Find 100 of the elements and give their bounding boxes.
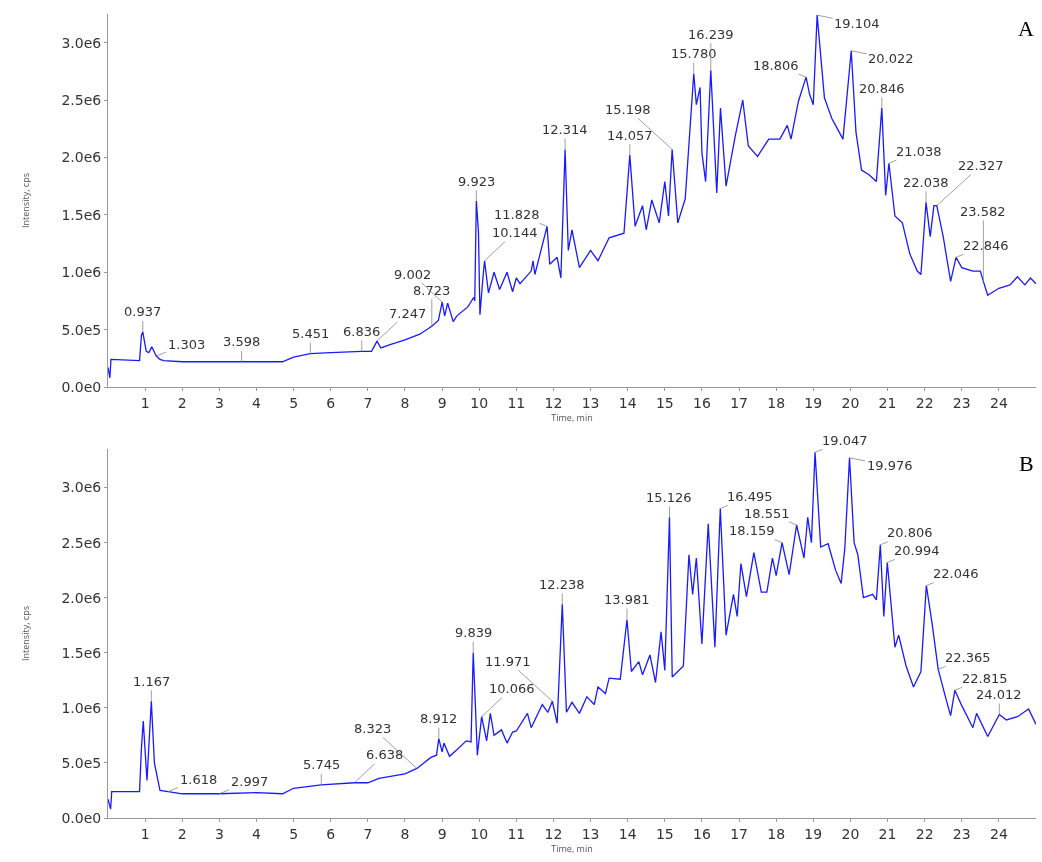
annotation: 8.723 bbox=[413, 283, 451, 298]
annotation: 12.238 bbox=[539, 577, 585, 592]
x-tick-label: 13 bbox=[581, 825, 600, 842]
y-tick-label: 2.0e6 bbox=[61, 589, 102, 606]
x-tick-label: 1 bbox=[140, 825, 150, 842]
x-tick-label: 5 bbox=[289, 825, 299, 842]
y-tick-label: 1.0e6 bbox=[61, 699, 102, 716]
annotation: 22.365 bbox=[945, 650, 991, 665]
x-tick-label: 21 bbox=[878, 825, 897, 842]
x-tick-label: 10 bbox=[470, 394, 489, 411]
annotation: 11.828 bbox=[494, 207, 540, 222]
y-tick-label: 1.5e6 bbox=[61, 644, 102, 661]
x-tick-label: 23 bbox=[952, 825, 971, 842]
y-tick-label: 1.5e6 bbox=[61, 206, 102, 223]
x-tick-label: 11 bbox=[507, 825, 526, 842]
annotation: 9.839 bbox=[455, 625, 493, 640]
annotation: 10.066 bbox=[489, 681, 535, 696]
x-axis-title: Time, min bbox=[551, 410, 593, 424]
x-tick-label: 7 bbox=[363, 394, 373, 411]
y-tick-label: 1.0e6 bbox=[61, 264, 102, 281]
annotation: 22.815 bbox=[962, 671, 1008, 686]
annotation: 15.198 bbox=[605, 102, 651, 117]
y-tick-label: 2.5e6 bbox=[61, 91, 102, 108]
annotation: 5.745 bbox=[303, 757, 341, 772]
annotation: 18.159 bbox=[729, 523, 775, 538]
x-tick-label: 14 bbox=[618, 825, 637, 842]
x-tick-label: 22 bbox=[915, 394, 934, 411]
x-tick-label: 2 bbox=[177, 825, 187, 842]
annotation: 23.582 bbox=[960, 204, 1006, 219]
annotation: 16.239 bbox=[688, 27, 734, 42]
annotation: 19.104 bbox=[834, 16, 880, 31]
y-tick-label: 5.0e5 bbox=[61, 754, 102, 771]
annotation: 1.303 bbox=[168, 337, 206, 352]
x-tick-label: 23 bbox=[952, 394, 971, 411]
x-tick-label: 19 bbox=[804, 825, 823, 842]
x-tick-label: 20 bbox=[841, 825, 860, 842]
annotation: 0.937 bbox=[124, 304, 162, 319]
x-tick-label: 1 bbox=[140, 394, 150, 411]
x-tick-label: 18 bbox=[767, 394, 786, 411]
annotation: 2.997 bbox=[231, 774, 269, 789]
y-tick-label: 0.0e0 bbox=[61, 378, 102, 395]
annotation: 9.002 bbox=[394, 267, 432, 282]
x-axis-title: Time, min bbox=[551, 841, 593, 855]
x-tick-label: 17 bbox=[730, 394, 748, 411]
annotation: 15.126 bbox=[646, 490, 692, 505]
line-series bbox=[108, 451, 1036, 810]
x-tick-label: 17 bbox=[730, 825, 748, 842]
annotation: 20.022 bbox=[868, 51, 914, 66]
x-tick-label: 18 bbox=[767, 825, 786, 842]
annotation: 10.144 bbox=[492, 225, 538, 240]
annotation: 6.638 bbox=[366, 747, 404, 762]
annotation: 6.836 bbox=[343, 324, 381, 339]
y-tick-label: 2.0e6 bbox=[61, 149, 102, 166]
annotation: 21.038 bbox=[896, 144, 942, 159]
x-tick-label: 9 bbox=[437, 394, 447, 411]
y-axis-title: Intensity, cps bbox=[18, 606, 32, 661]
x-tick-label: 24 bbox=[989, 394, 1008, 411]
annotation: 20.806 bbox=[887, 525, 933, 540]
x-tick-label: 21 bbox=[878, 394, 897, 411]
annotation: 3.598 bbox=[223, 334, 261, 349]
annotation: 7.247 bbox=[389, 306, 427, 321]
chart-title: A bbox=[1018, 16, 1034, 41]
annotation: 22.327 bbox=[958, 158, 1004, 173]
annotation: 8.323 bbox=[354, 721, 392, 736]
x-tick-label: 19 bbox=[804, 394, 823, 411]
x-tick-label: 12 bbox=[544, 825, 563, 842]
annotation: 11.971 bbox=[485, 654, 531, 669]
annotation: 20.994 bbox=[894, 543, 940, 558]
annotation: 22.046 bbox=[933, 566, 979, 581]
x-tick-label: 8 bbox=[400, 825, 410, 842]
annotation: 22.038 bbox=[903, 175, 949, 190]
annotation: 18.806 bbox=[753, 58, 799, 73]
x-tick-label: 9 bbox=[437, 825, 447, 842]
x-tick-label: 4 bbox=[252, 394, 262, 411]
annotation: 24.012 bbox=[976, 687, 1022, 702]
annotation: 20.846 bbox=[859, 81, 905, 96]
annotation: 1.167 bbox=[133, 674, 171, 689]
y-axis-title: Intensity, cps bbox=[18, 173, 32, 228]
y-tick-label: 0.0e0 bbox=[61, 809, 102, 826]
x-tick-label: 13 bbox=[581, 394, 600, 411]
x-tick-label: 6 bbox=[326, 394, 336, 411]
annotation: 13.981 bbox=[604, 592, 650, 607]
x-tick-label: 3 bbox=[214, 394, 224, 411]
annotation: 19.976 bbox=[867, 458, 913, 473]
x-tick-label: 8 bbox=[400, 394, 410, 411]
x-tick-label: 3 bbox=[214, 825, 224, 842]
x-tick-label: 15 bbox=[655, 825, 674, 842]
x-tick-label: 14 bbox=[618, 394, 637, 411]
y-tick-label: 3.0e6 bbox=[61, 34, 102, 51]
x-tick-label: 10 bbox=[470, 825, 489, 842]
x-tick-label: 11 bbox=[507, 394, 526, 411]
y-tick-label: 3.0e6 bbox=[61, 479, 102, 496]
x-tick-label: 6 bbox=[326, 825, 336, 842]
y-tick-label: 5.0e5 bbox=[61, 321, 102, 338]
annotation: 5.451 bbox=[292, 326, 330, 341]
annotation: 18.551 bbox=[744, 506, 790, 521]
annotation: 14.057 bbox=[607, 128, 653, 143]
x-tick-label: 15 bbox=[655, 394, 674, 411]
annotation: 22.846 bbox=[963, 238, 1009, 253]
x-tick-label: 4 bbox=[252, 825, 262, 842]
